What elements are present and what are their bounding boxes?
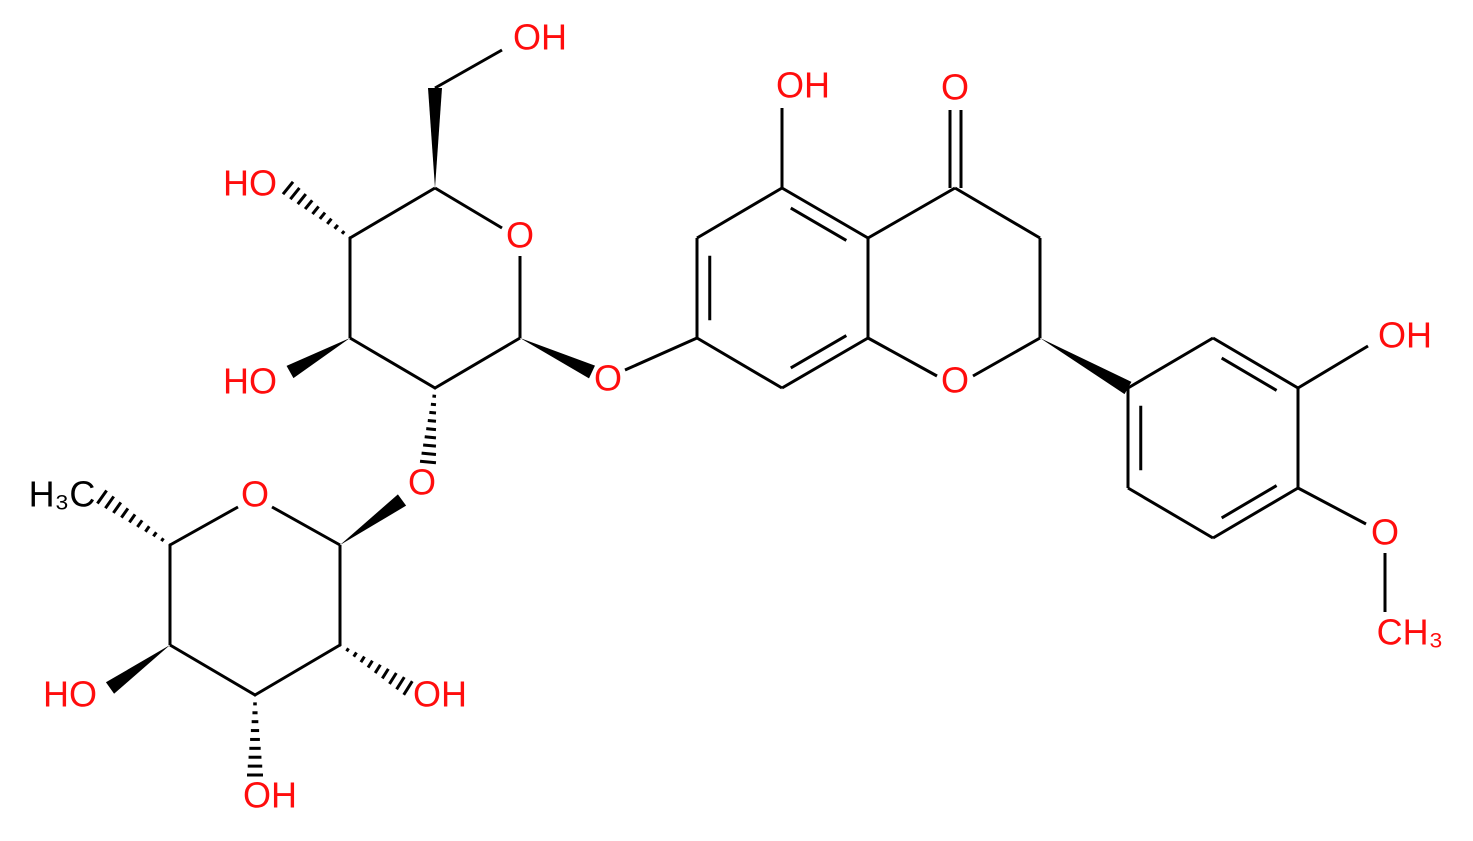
- bond: [382, 669, 388, 679]
- atom-label: OH: [243, 775, 297, 816]
- bond: [422, 453, 436, 454]
- bond: [1213, 488, 1298, 538]
- bond: [1222, 486, 1277, 518]
- bond: [1298, 488, 1366, 524]
- bond: [290, 188, 299, 199]
- bond: [955, 188, 1040, 238]
- bond: [349, 237, 350, 239]
- bond: [868, 338, 937, 376]
- bond: [428, 88, 442, 188]
- bond: [129, 514, 135, 522]
- bond: [305, 200, 312, 209]
- bond: [145, 526, 149, 531]
- bond: [697, 338, 782, 388]
- atom-label: O: [241, 474, 269, 515]
- bond: [520, 338, 595, 378]
- bond: [137, 520, 142, 527]
- atom-label: O: [1371, 512, 1399, 553]
- bond: [429, 412, 436, 413]
- bond: [106, 645, 170, 694]
- atom-label: O: [506, 215, 534, 256]
- bond: [335, 225, 338, 229]
- bond: [425, 437, 436, 438]
- atom-label: OH: [1378, 315, 1432, 356]
- bond: [397, 677, 405, 689]
- bond: [105, 496, 113, 508]
- atom-label: O: [594, 358, 622, 399]
- atom-label: OH: [413, 674, 467, 715]
- atom-label: OH: [776, 65, 830, 106]
- bond: [368, 661, 372, 668]
- bond: [354, 652, 357, 656]
- atom-label: O: [941, 360, 969, 401]
- bond: [1213, 338, 1298, 388]
- bond: [342, 231, 344, 234]
- bond: [320, 213, 325, 219]
- bond: [435, 338, 520, 388]
- bond: [1222, 358, 1277, 390]
- bond: [791, 336, 847, 368]
- atom-label: CH₃: [1377, 612, 1444, 653]
- bond: [327, 219, 331, 224]
- bond: [435, 188, 502, 228]
- bond: [435, 50, 502, 88]
- atom-label: HO: [223, 361, 277, 402]
- bond: [113, 502, 120, 513]
- bond: [283, 182, 293, 194]
- bond: [428, 421, 436, 422]
- bond: [423, 445, 436, 446]
- bond: [625, 338, 697, 370]
- bond: [1128, 488, 1213, 538]
- bond: [312, 206, 318, 214]
- bonds: [97, 50, 1385, 775]
- bond: [361, 657, 365, 663]
- bond: [426, 429, 436, 430]
- bond: [339, 644, 340, 646]
- bond: [287, 338, 350, 378]
- bond: [121, 508, 128, 517]
- bond: [389, 673, 396, 684]
- bond: [697, 188, 782, 238]
- bond: [404, 681, 413, 695]
- bond: [272, 507, 340, 545]
- atom-label: HO: [43, 674, 97, 715]
- atom-label: O: [408, 462, 436, 503]
- bond: [1128, 338, 1213, 388]
- bond: [340, 494, 406, 545]
- atom-label: H₃C: [29, 474, 96, 515]
- bond: [255, 645, 340, 695]
- atom-label: O: [941, 67, 969, 108]
- bond: [170, 645, 255, 695]
- bond: [375, 665, 380, 673]
- bond: [169, 544, 170, 546]
- bond: [161, 538, 163, 541]
- bond: [298, 194, 306, 204]
- bond: [1040, 338, 1131, 394]
- bond: [347, 648, 349, 651]
- bond: [153, 532, 156, 536]
- bond: [868, 188, 955, 238]
- bond: [350, 188, 435, 238]
- bond: [782, 338, 868, 388]
- bond: [782, 188, 868, 238]
- bond: [170, 507, 238, 545]
- atom-label: HO: [223, 163, 277, 204]
- atom-label: OH: [513, 17, 567, 58]
- bond: [973, 338, 1040, 376]
- bond: [1298, 346, 1368, 388]
- bond: [791, 208, 847, 240]
- bond: [97, 490, 106, 503]
- bond: [350, 338, 435, 388]
